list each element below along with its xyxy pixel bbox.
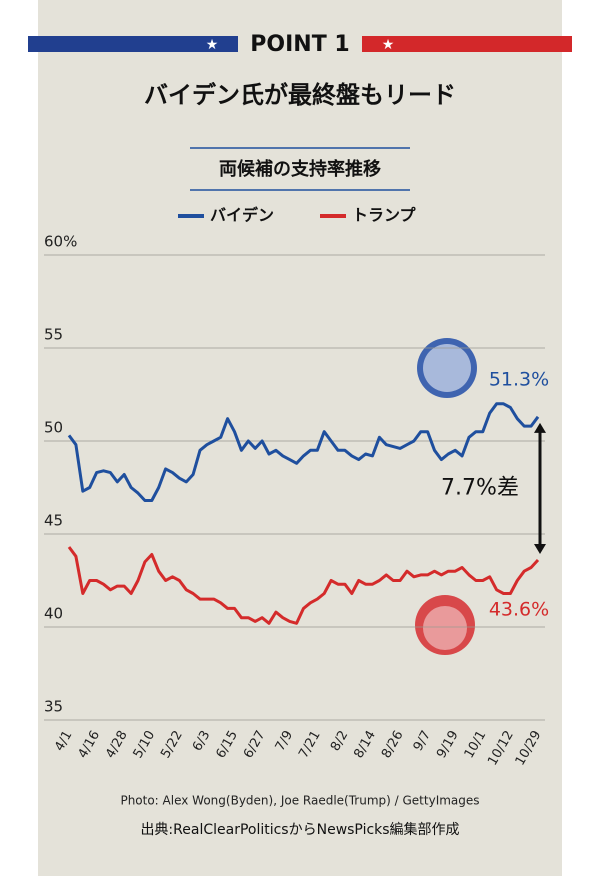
annotation-gap: 7.7%差 [441, 475, 519, 500]
banner-text: POINT 1 [250, 32, 349, 57]
y-tick-label: 55 [44, 326, 63, 344]
legend-label: バイデン [210, 206, 274, 225]
banner-star: ★ [382, 37, 395, 53]
y-tick-label: 50 [44, 419, 63, 437]
legend-label: トランプ [352, 206, 417, 225]
gap-arrowhead [534, 422, 546, 433]
banner-star: ★ [206, 37, 219, 53]
banner-red [362, 36, 572, 52]
chart-subtitle: 両候補の支持率推移 [219, 158, 381, 180]
chart-title: バイデン氏が最終盤もリード [144, 81, 456, 109]
background-panel [38, 0, 562, 876]
y-tick-label: 45 [44, 512, 63, 530]
y-tick-label: 35 [44, 698, 63, 716]
photo-credit: Photo: Alex Wong(Byden), Joe Raedle(Trum… [120, 794, 479, 808]
source-note: 出典:RealClearPoliticsからNewsPicks編集部作成 [140, 821, 459, 838]
trump-photo [415, 595, 475, 655]
gap-arrowhead [534, 544, 546, 555]
banner-blue [28, 36, 238, 52]
y-tick-label: 40 [44, 605, 63, 623]
annotation-trump-last: 43.6% [489, 599, 549, 621]
annotation-biden-last: 51.3% [489, 368, 549, 390]
biden-photo [417, 338, 477, 398]
series-line [67, 546, 540, 625]
y-tick-label: 60% [44, 233, 77, 251]
series-line [67, 402, 540, 502]
